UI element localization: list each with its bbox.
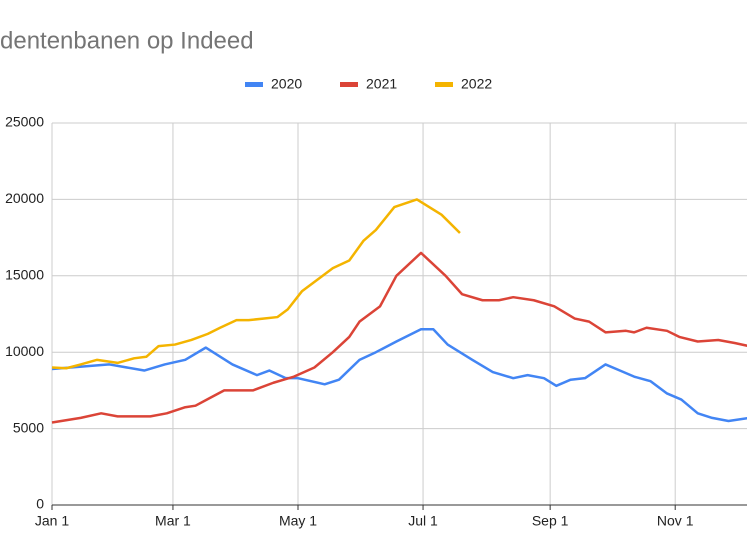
legend-swatch <box>245 82 263 87</box>
legend-label: 2021 <box>366 76 397 92</box>
y-tick-label: 15000 <box>5 267 44 283</box>
x-tick-label: Jan 1 <box>35 513 69 529</box>
legend-label: 2020 <box>271 76 302 92</box>
line <box>51 251 747 424</box>
legend-swatch <box>435 82 453 87</box>
chart-title: dentenbanen op Indeed <box>0 27 254 54</box>
x-tick-label: May 1 <box>279 513 317 529</box>
line <box>51 198 461 370</box>
x-tick-label: Nov 1 <box>657 513 694 529</box>
line <box>51 328 747 423</box>
y-tick-label: 10000 <box>5 343 44 359</box>
y-tick-label: 25000 <box>5 114 44 130</box>
x-tick-label: Jul 1 <box>408 513 438 529</box>
legend-swatch <box>340 82 358 87</box>
y-tick-label: 5000 <box>13 419 44 435</box>
y-tick-label: 0 <box>36 496 44 512</box>
x-tick-label: Sep 1 <box>532 513 569 529</box>
y-tick-label: 20000 <box>5 190 44 206</box>
legend-label: 2022 <box>461 76 492 92</box>
x-tick-label: Mar 1 <box>155 513 191 529</box>
